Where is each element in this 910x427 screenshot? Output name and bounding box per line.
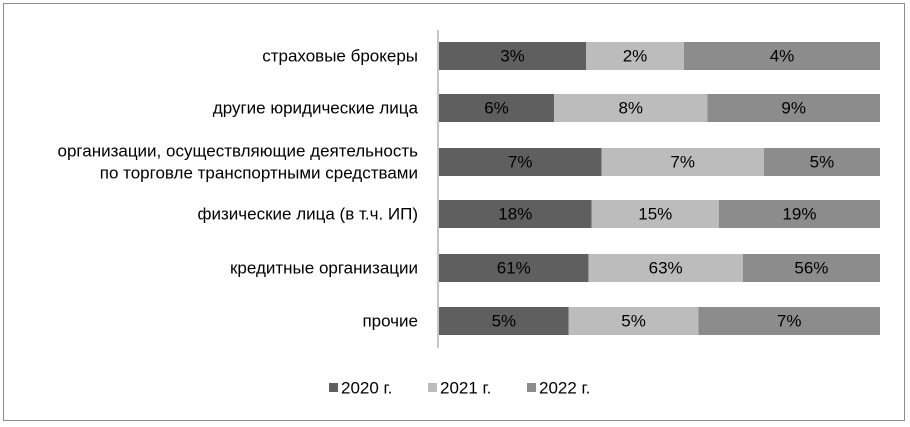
data-label: 8% [618,99,643,118]
bar-segment [684,42,880,70]
bar-segment [718,200,880,228]
data-label: 61% [497,259,531,278]
data-label: 18% [498,205,532,224]
data-label: 6% [484,99,509,118]
bar-segment [742,254,880,282]
category-label: страховые брокеры [262,47,418,66]
bar-segment [591,200,719,228]
bar-segment [568,307,699,335]
bar-segment [439,42,586,70]
legend-swatch [428,383,437,392]
bar-segment [588,254,743,282]
bar-segment [554,94,708,122]
data-label: 5% [810,153,835,172]
bar-segment [698,307,880,335]
data-label: 15% [638,205,672,224]
bar-segment [601,148,764,176]
bar-segment [439,200,592,228]
data-label: 5% [492,312,517,331]
legend-label: 2021 г. [440,379,491,398]
bar-segment [439,148,602,176]
legend-swatch [329,383,338,392]
data-label: 7% [670,153,695,172]
data-label: 7% [777,312,802,331]
data-label: 7% [508,153,533,172]
category-labels: страховые брокеры другие юридические лица… [58,47,419,331]
category-label: организации, осуществляющие деятельность [58,142,419,161]
bar-segment [763,148,880,176]
bar-segment [439,307,569,335]
data-label: 9% [781,99,806,118]
category-label: другие юридические лица [213,99,419,118]
legend-swatch [527,383,536,392]
bar-segment [439,94,555,122]
data-label: 5% [621,312,646,331]
data-label: 56% [794,259,828,278]
legend: 2020 г. 2021 г. 2022 г. [329,379,590,398]
bar-segment [707,94,880,122]
data-label: 3% [500,47,525,66]
data-label: 19% [782,205,816,224]
category-label: физические лица (в т.ч. ИП) [198,205,418,224]
data-label: 4% [770,47,795,66]
legend-label: 2020 г. [341,379,392,398]
bar-segment [586,42,684,70]
category-label: кредитные организации [230,259,418,278]
data-label: 2% [623,47,648,66]
data-label: 63% [649,259,683,278]
category-label: прочие [362,312,418,331]
bar-segment [439,254,589,282]
bars-layer: 3% 2% 4% 6% 8% 9% 7% 7% 5% 18% 15% 19% 61% 63% 56% 5% 5%… [439,42,880,335]
legend-label: 2022 г. [539,379,590,398]
category-label: по торговле транспортными средствами [100,164,418,183]
